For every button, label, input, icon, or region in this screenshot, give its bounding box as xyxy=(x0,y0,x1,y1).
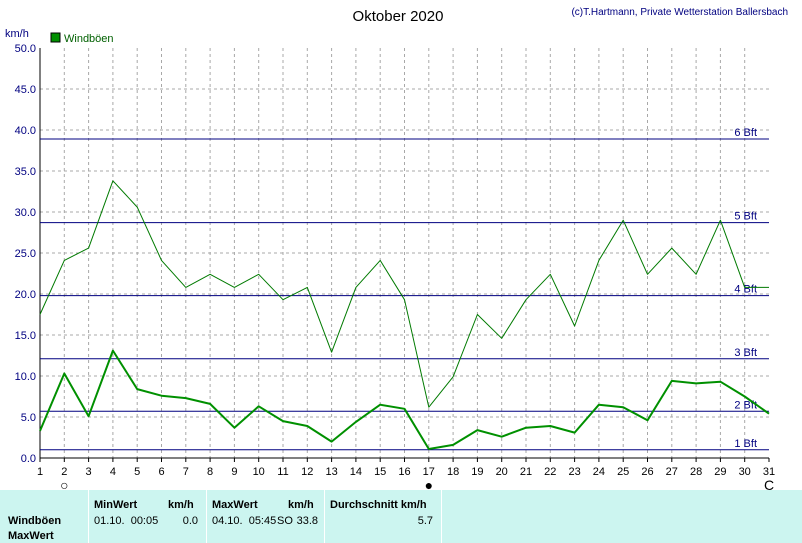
y-tick-label: 50.0 xyxy=(15,43,36,55)
stats-header-avg: Durchschnitt km/h xyxy=(330,499,427,511)
gust-series-line xyxy=(39,180,769,408)
x-tick-label: 11 xyxy=(277,466,288,478)
x-tick-label: 18 xyxy=(447,466,459,478)
beaufort-label: 5 Bft xyxy=(734,211,757,223)
x-tick-label: 28 xyxy=(690,466,702,478)
x-tick-label: 26 xyxy=(641,466,653,478)
x-tick-label: 1 xyxy=(37,466,43,478)
y-tick-label: 0.0 xyxy=(21,453,36,465)
beaufort-label: 6 Bft xyxy=(734,127,757,139)
stats-table: MinWert km/h MaxWert km/h Durchschnitt k… xyxy=(0,490,802,543)
y-tick-label: 15.0 xyxy=(15,330,36,342)
credit-text: (c)T.Hartmann, Private Wetterstation Bal… xyxy=(571,7,788,18)
wind-chart: Oktober 2020 (c)T.Hartmann, Private Wett… xyxy=(5,7,788,490)
stats-avg-value: 5.7 xyxy=(417,515,433,527)
x-tick-label: 5 xyxy=(134,466,140,478)
beaufort-label: 3 Bft xyxy=(734,347,757,359)
moon-phase-icon: ● xyxy=(425,477,433,490)
second-series-line xyxy=(39,349,770,450)
y-tick-label: 25.0 xyxy=(15,248,36,260)
x-tick-label: 27 xyxy=(666,466,678,478)
x-tick-label: 13 xyxy=(325,466,337,478)
y-tick-label: 20.0 xyxy=(15,289,36,301)
x-tick-label: 20 xyxy=(496,466,508,478)
x-tick-label: 21 xyxy=(520,466,532,478)
x-tick-label: 30 xyxy=(739,466,751,478)
chart-title: Oktober 2020 xyxy=(353,8,444,25)
x-tick-label: 16 xyxy=(398,466,410,478)
stats-max-value: 33.8 xyxy=(296,515,318,527)
plot-area: 0.0 5.0 10.0 15.0 20.0 25.0 30.0 35.0 40.0 45.0 50… xyxy=(15,43,776,490)
x-tick-label: 22 xyxy=(544,466,556,478)
stats-min-time: 01.10. 00:05 xyxy=(94,515,159,527)
stats-header-minwert: MinWert xyxy=(94,499,138,511)
x-tick-label: 7 xyxy=(183,466,189,478)
stats-row-label: Windböen xyxy=(8,515,62,527)
x-tick-label: 9 xyxy=(231,466,237,478)
stats-header-min-unit: km/h xyxy=(168,499,194,511)
stats-max-time: 04.10. 05:45 xyxy=(212,515,277,527)
y-tick-label: 45.0 xyxy=(15,84,36,96)
x-tick-label: 25 xyxy=(617,466,629,478)
moon-phase-icon: ○ xyxy=(60,477,68,490)
x-tick-label: 10 xyxy=(253,466,265,478)
x-tick-label: 15 xyxy=(374,466,386,478)
x-tick-label: 2 xyxy=(61,466,67,478)
x-tick-label: 14 xyxy=(350,466,362,478)
stats-row-label-2: MaxWert xyxy=(8,530,54,542)
x-tick-label: 31 xyxy=(763,466,775,478)
legend-label: Windböen xyxy=(64,33,114,45)
legend-swatch xyxy=(50,32,61,43)
stats-header-maxwert: MaxWert xyxy=(212,499,258,511)
beaufort-label: 1 Bft xyxy=(734,438,757,450)
x-tick-label: 4 xyxy=(110,466,116,478)
x-tick-label: 24 xyxy=(593,466,605,478)
beaufort-label: 2 Bft xyxy=(734,399,757,411)
x-tick-label: 6 xyxy=(158,466,164,478)
y-tick-label: 40.0 xyxy=(15,125,36,137)
y-axis-unit: km/h xyxy=(5,28,29,40)
x-tick-label: 23 xyxy=(568,466,580,478)
x-tick-label: 29 xyxy=(714,466,726,478)
stats-max-direction: SO xyxy=(277,515,293,527)
stats-header-max-unit: km/h xyxy=(288,499,314,511)
x-tick-label: 19 xyxy=(471,466,483,478)
x-tick-label: 17 xyxy=(423,466,435,478)
moon-phase-icon: C xyxy=(764,477,774,490)
y-tick-label: 35.0 xyxy=(15,166,36,178)
beaufort-label: 4 Bft xyxy=(734,284,757,296)
stats-min-value: 0.0 xyxy=(182,515,198,527)
y-tick-label: 10.0 xyxy=(15,371,36,383)
y-tick-label: 30.0 xyxy=(15,207,36,219)
y-tick-label: 5.0 xyxy=(21,412,36,424)
x-tick-label: 8 xyxy=(207,466,213,478)
x-tick-label: 12 xyxy=(301,466,313,478)
x-tick-label: 3 xyxy=(86,466,92,478)
